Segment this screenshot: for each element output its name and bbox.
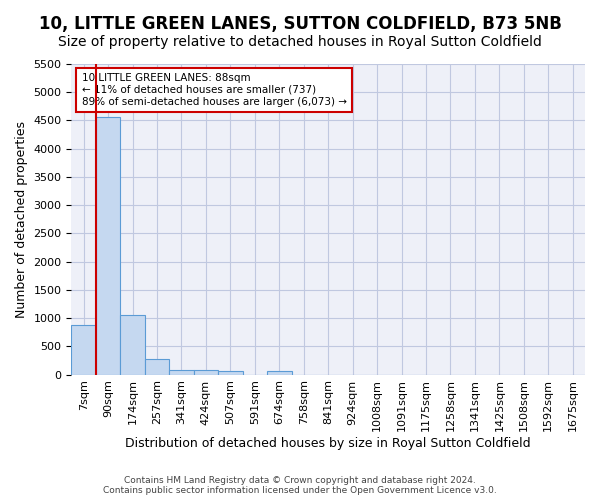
Bar [121, 314, 145, 374]
Bar [267, 371, 292, 374]
Text: 10 LITTLE GREEN LANES: 88sqm
← 11% of detached houses are smaller (737)
89% of s: 10 LITTLE GREEN LANES: 88sqm ← 11% of de… [82, 74, 347, 106]
Bar [145, 359, 169, 374]
Bar [96, 117, 121, 374]
Text: Size of property relative to detached houses in Royal Sutton Coldfield: Size of property relative to detached ho… [58, 35, 542, 49]
Bar [71, 325, 96, 374]
Text: Contains HM Land Registry data © Crown copyright and database right 2024.
Contai: Contains HM Land Registry data © Crown c… [103, 476, 497, 495]
Text: 10, LITTLE GREEN LANES, SUTTON COLDFIELD, B73 5NB: 10, LITTLE GREEN LANES, SUTTON COLDFIELD… [38, 15, 562, 33]
Bar [194, 370, 218, 374]
Y-axis label: Number of detached properties: Number of detached properties [15, 121, 28, 318]
Bar [169, 370, 194, 374]
Bar [218, 371, 242, 374]
X-axis label: Distribution of detached houses by size in Royal Sutton Coldfield: Distribution of detached houses by size … [125, 437, 531, 450]
